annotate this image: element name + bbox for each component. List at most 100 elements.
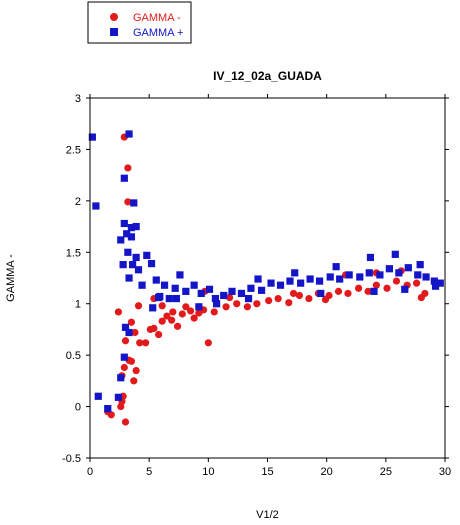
data-point (306, 275, 314, 283)
data-point (244, 294, 253, 303)
data-point (132, 253, 140, 262)
data-point (158, 302, 166, 310)
data-point (182, 303, 190, 311)
data-point (366, 253, 375, 262)
axes: 0 5 10 15 20 25 30 -0.5 0 0.5 1 1.5 2 2.5 3 (62, 93, 451, 478)
data-point (431, 282, 440, 290)
data-point (385, 265, 393, 273)
data-point (134, 266, 143, 274)
legend-label-gamma-plus: GAMMA + (133, 27, 183, 39)
data-point (178, 310, 186, 318)
data-point (383, 284, 391, 292)
data-point (276, 281, 285, 289)
data-point (204, 339, 212, 347)
data-point (265, 297, 273, 305)
data-point (121, 323, 130, 331)
data-point (315, 277, 324, 285)
plot-area (88, 130, 444, 426)
data-point (182, 287, 190, 295)
x-tick-label: 25 (380, 466, 392, 478)
data-point (344, 289, 352, 298)
data-point (291, 269, 299, 277)
data-point (213, 300, 221, 308)
data-point (422, 273, 430, 281)
data-point (222, 303, 230, 311)
data-point (136, 339, 144, 347)
data-point (130, 199, 138, 207)
y-tick-label: 3 (75, 93, 81, 105)
data-point (197, 289, 205, 298)
data-point (172, 294, 180, 303)
data-point (123, 230, 131, 238)
data-point (94, 392, 102, 400)
data-point (211, 294, 220, 303)
x-axis-title: V1/2 (256, 509, 279, 521)
y-tick-label: 2.5 (66, 144, 81, 156)
data-point (160, 281, 169, 289)
data-point (321, 296, 330, 304)
data-point (205, 285, 214, 293)
data-point (186, 307, 195, 315)
data-point (119, 261, 127, 269)
x-tick-label: 20 (321, 466, 333, 478)
data-point (149, 304, 157, 312)
data-point (158, 317, 166, 325)
data-point (176, 271, 184, 279)
data-point (130, 377, 138, 385)
data-point (401, 285, 409, 293)
x-tick-label: 30 (439, 466, 451, 478)
data-point (120, 219, 128, 228)
data-point (155, 330, 163, 339)
data-point (391, 250, 399, 258)
data-point (169, 308, 177, 316)
data-point (210, 308, 218, 316)
data-point (150, 324, 158, 332)
data-point (285, 299, 293, 307)
data-point (107, 411, 115, 419)
legend-box (87, 1, 192, 44)
data-point (430, 277, 438, 285)
data-point (163, 312, 171, 320)
data-point (121, 337, 130, 345)
legend-label-gamma-minus: GAMMA - (133, 12, 181, 24)
data-point (416, 261, 424, 269)
data-point (152, 276, 160, 284)
plot-frame (89, 97, 446, 459)
data-point (436, 279, 444, 287)
data-point (124, 248, 132, 256)
data-point (376, 271, 384, 279)
data-point (127, 357, 136, 365)
data-point (155, 293, 163, 302)
data-point (404, 264, 412, 272)
data-point (117, 236, 125, 244)
data-point (413, 279, 421, 287)
data-point (372, 281, 380, 289)
data-point (168, 316, 176, 324)
data-point (138, 281, 146, 289)
chart-title: IV_12_02a_GUADA (213, 69, 322, 83)
data-point (286, 277, 294, 285)
x-tick-label: 10 (202, 466, 214, 478)
data-point (297, 279, 305, 287)
data-point (117, 374, 125, 382)
y-tick-label: 1.5 (66, 247, 81, 259)
data-point (129, 261, 137, 269)
data-point (305, 294, 313, 303)
data-point (220, 291, 228, 300)
data-point (127, 318, 136, 326)
data-point (295, 291, 304, 300)
data-point (336, 275, 344, 283)
data-point (395, 269, 403, 277)
data-point (120, 353, 128, 361)
data-point (147, 260, 156, 268)
data-point (171, 284, 179, 292)
data-point (233, 300, 241, 308)
data-point (364, 287, 372, 295)
data-point (237, 289, 246, 298)
data-point (326, 273, 334, 281)
data-point (134, 302, 143, 310)
series-gamma-minus (104, 133, 429, 426)
data-point (414, 271, 422, 279)
data-point (226, 293, 234, 302)
